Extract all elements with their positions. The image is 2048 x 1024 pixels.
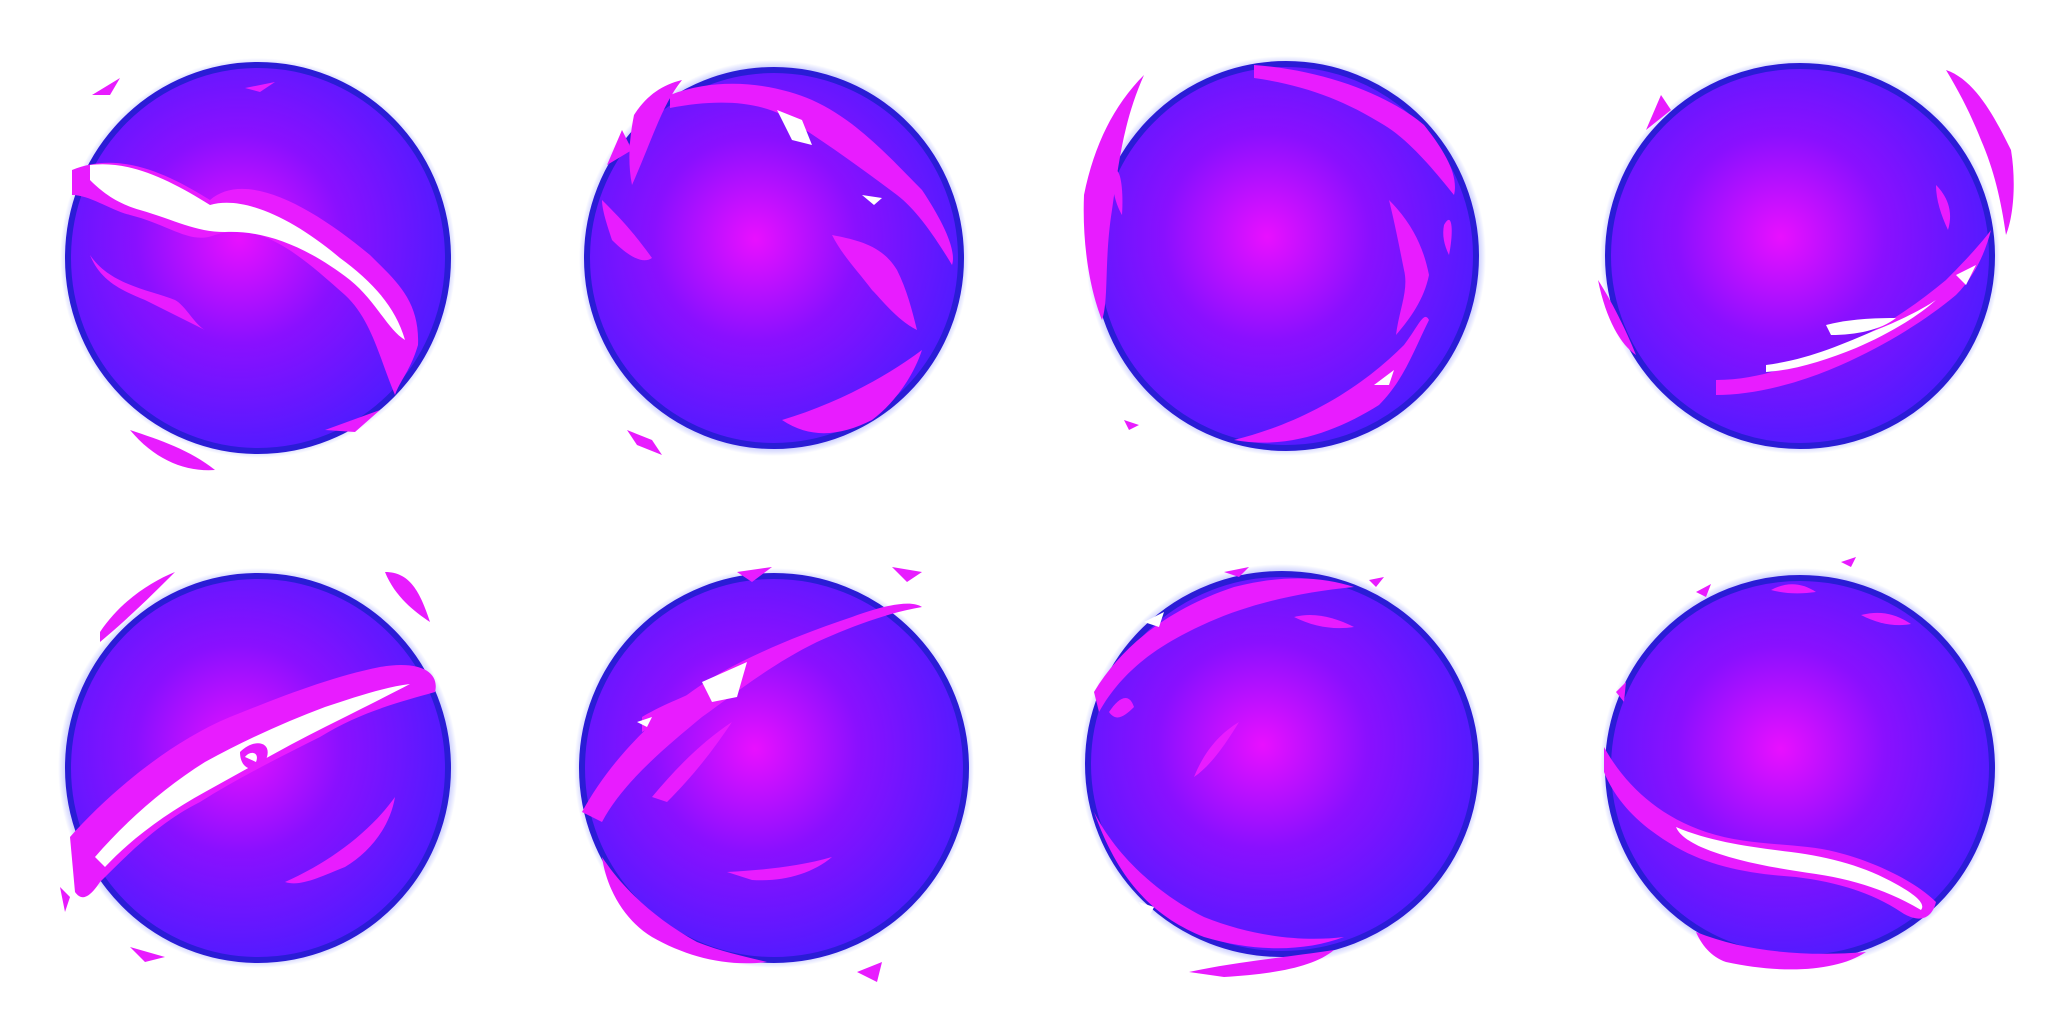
- energy-orb-frame-2-icon: [579, 60, 969, 456]
- orb-frame-2: [512, 0, 1024, 512]
- energy-orb-frame-5-icon: [58, 568, 458, 968]
- energy-orb-frame-6-icon: [574, 567, 974, 982]
- orb-frame-4: [1536, 0, 2048, 512]
- orb-frame-7: [1024, 512, 1536, 1024]
- orb-frame-1: [0, 0, 512, 512]
- energy-orb-frame-7-icon: [1080, 564, 1484, 977]
- energy-orb-frame-3-icon: [1083, 56, 1486, 456]
- orb-frame-5: [0, 512, 512, 1024]
- energy-orb-frame-8-icon: [1600, 557, 2000, 970]
- orb-frame-3: [1024, 0, 1536, 512]
- orb-frame-6: [512, 512, 1024, 1024]
- energy-orb-frame-4-icon: [1598, 58, 2014, 454]
- energy-orb-frame-1-icon: [60, 58, 456, 471]
- orb-frame-8: [1536, 512, 2048, 1024]
